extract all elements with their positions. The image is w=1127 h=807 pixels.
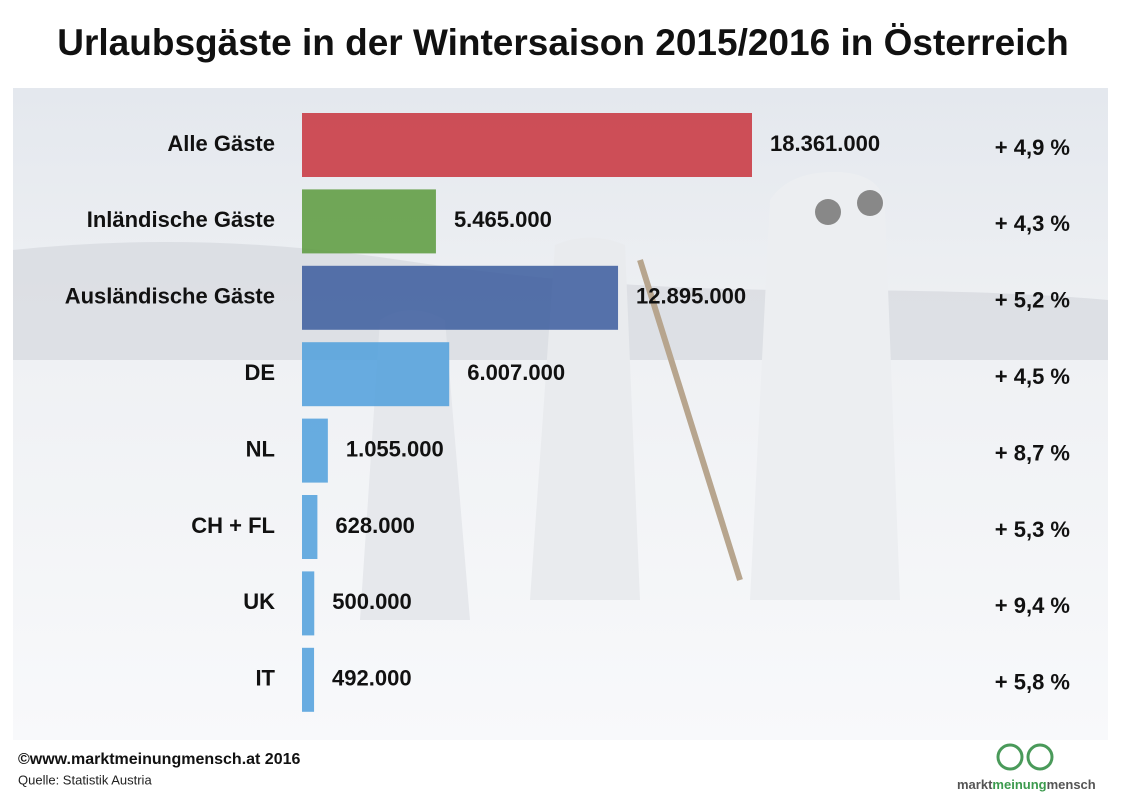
value-label: 1.055.000 (346, 436, 444, 461)
background-photo (13, 88, 1108, 740)
category-label: Ausländische Gäste (65, 284, 275, 309)
logo-text: marktmeinungmensch (957, 777, 1096, 792)
change-label: + 5,3 % (995, 517, 1070, 542)
bar (302, 342, 450, 407)
logo-part: mensch (1047, 777, 1096, 792)
category-label: CH + FL (191, 513, 275, 538)
value-label: 5.465.000 (454, 207, 552, 232)
change-label: + 4,9 % (995, 135, 1070, 160)
value-label: 6.007.000 (467, 360, 565, 385)
category-label: UK (243, 589, 275, 614)
footer: ©www.marktmeinungmensch.at 2016 (18, 751, 301, 768)
chart-title: Urlaubsgäste in der Wintersaison 2015/20… (57, 22, 1068, 63)
bar (302, 418, 328, 483)
change-label: + 5,2 % (995, 288, 1070, 313)
category-label: Inländische Gäste (87, 207, 275, 232)
value-label: 628.000 (335, 513, 415, 538)
change-label: + 9,4 % (995, 593, 1070, 618)
category-label: DE (244, 360, 275, 385)
change-label: + 8,7 % (995, 440, 1070, 465)
value-label: 18.361.000 (770, 131, 880, 156)
category-label: Alle Gäste (167, 131, 275, 156)
bar (302, 571, 315, 636)
value-label: 500.000 (332, 589, 412, 614)
bar (302, 647, 315, 712)
change-label: + 4,3 % (995, 211, 1070, 236)
bar (302, 265, 619, 330)
category-label: NL (246, 436, 275, 461)
bar (302, 113, 752, 177)
source: Quelle: Statistik Austria (18, 772, 152, 787)
bar (302, 495, 318, 559)
category-label: IT (255, 666, 275, 691)
value-label: 492.000 (332, 666, 412, 691)
change-label: + 5,8 % (995, 670, 1070, 695)
bar (302, 189, 436, 254)
change-label: + 4,5 % (995, 364, 1070, 389)
logo: marktmeinungmensch (957, 743, 1096, 792)
value-label: 12.895.000 (636, 284, 746, 309)
logo-part: meinung (992, 777, 1046, 792)
logo-part: markt (957, 777, 993, 792)
